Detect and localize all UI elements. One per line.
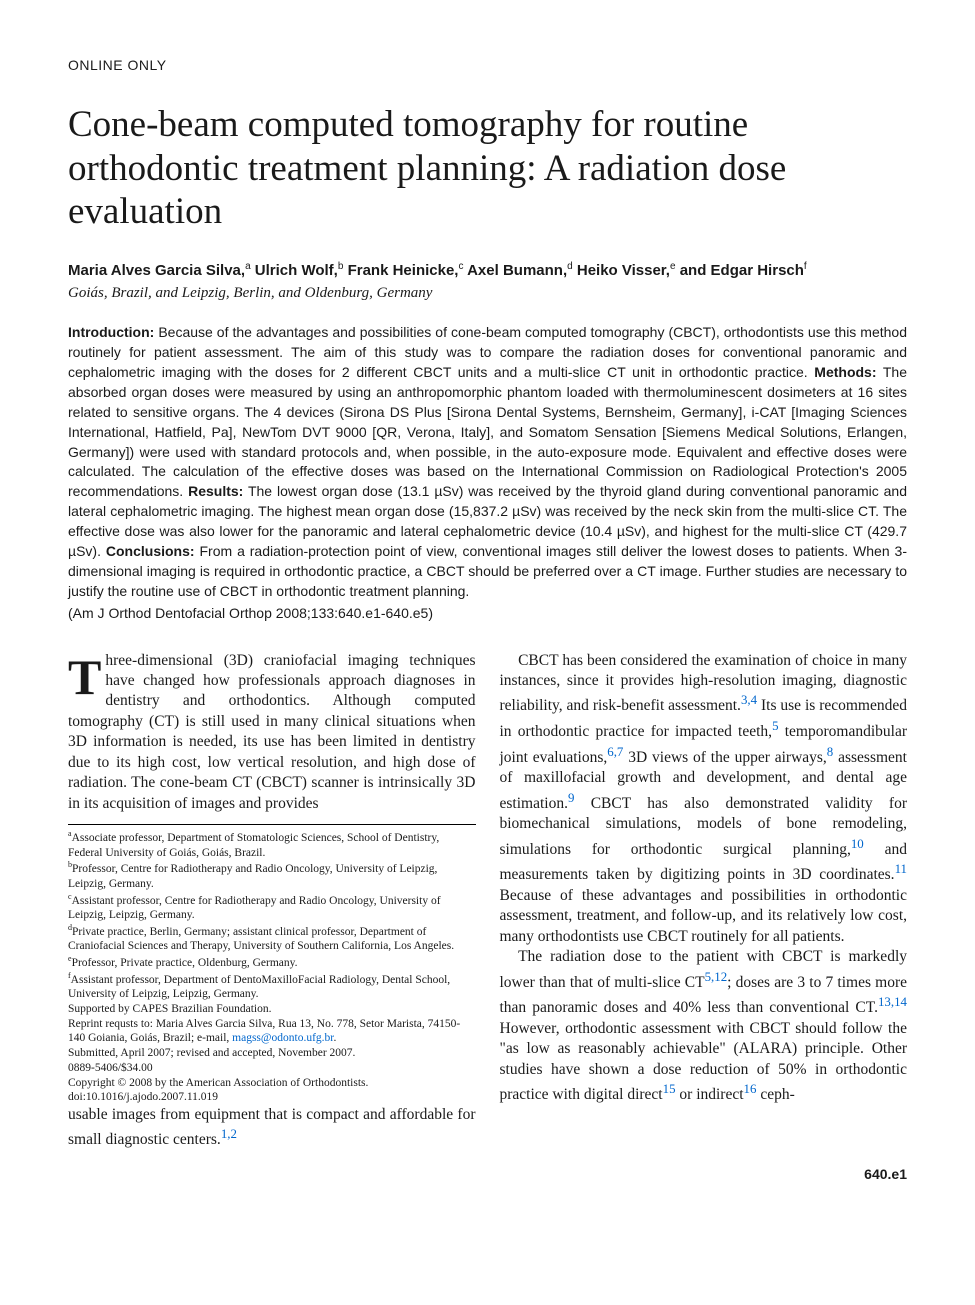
abstract-intro-label: Introduction: [68,324,154,340]
body-columns: Three-dimensional (3D) craniofacial imag… [68,651,907,1152]
ref-link[interactable]: 15 [663,1081,676,1096]
abstract: Introduction: Because of the advantages … [68,323,907,601]
ref-link[interactable]: 13,14 [878,994,907,1009]
footnote-a: Associate professor, Department of Stoma… [68,832,439,859]
body-p4: The radiation dose to the patient with C… [500,947,908,1106]
article-title: Cone-beam computed tomography for routin… [68,103,907,234]
footnote-issn: 0889-5406/$34.00 [68,1061,476,1076]
footnotes: aAssociate professor, Department of Stom… [68,824,476,1105]
ref-link[interactable]: 1,2 [221,1126,237,1141]
footnote-doi: doi:10.1016/j.ajodo.2007.11.019 [68,1090,476,1105]
footnote-support: Supported by CAPES Brazilian Foundation. [68,1002,476,1017]
body-p1: Three-dimensional (3D) craniofacial imag… [68,651,476,815]
ref-link[interactable]: 11 [895,861,907,876]
footnote-submitted: Submitted, April 2007; revised and accep… [68,1046,476,1061]
body-p2: usable images from equipment that is com… [68,1105,476,1151]
abstract-conclusions-label: Conclusions: [106,543,195,559]
ref-link[interactable]: 10 [851,836,864,851]
footnote-copyright: Copyright © 2008 by the American Associa… [68,1076,476,1091]
footnote-c: Assistant professor, Centre for Radiothe… [68,894,441,921]
section-label: ONLINE ONLY [68,56,907,75]
citation: (Am J Orthod Dentofacial Orthop 2008;133… [68,604,907,623]
ref-link[interactable]: 3,4 [741,692,757,707]
body-p3: CBCT has been considered the examination… [500,651,908,948]
abstract-methods-label: Methods: [814,364,876,380]
ref-link[interactable]: 16 [744,1081,757,1096]
abstract-results-label: Results: [188,483,243,499]
ref-link[interactable]: 5,12 [705,969,728,984]
abstract-methods-text: The absorbed organ doses were measured b… [68,364,907,499]
footnote-e: Professor, Private practice, Oldenburg, … [72,957,298,969]
footnote-d: Private practice, Berlin, Germany; assis… [68,926,454,953]
footnote-b: Professor, Centre for Radiotherapy and R… [68,863,437,890]
abstract-conclusions-text: From a radiation-protection point of vie… [68,543,907,599]
ref-link[interactable]: 6,7 [607,744,623,759]
affiliations: Goiás, Brazil, and Leipzig, Berlin, and … [68,283,907,303]
footnote-f: Assistant professor, Department of Dento… [68,974,450,1001]
page-number: 640.e1 [68,1165,907,1184]
abstract-intro-text: Because of the advantages and possibilit… [68,324,907,380]
author-list: Maria Alves Garcia Silva,a Ulrich Wolf,b… [68,260,907,281]
reprint-email-link[interactable]: magss@odonto.ufg.br [232,1032,333,1044]
